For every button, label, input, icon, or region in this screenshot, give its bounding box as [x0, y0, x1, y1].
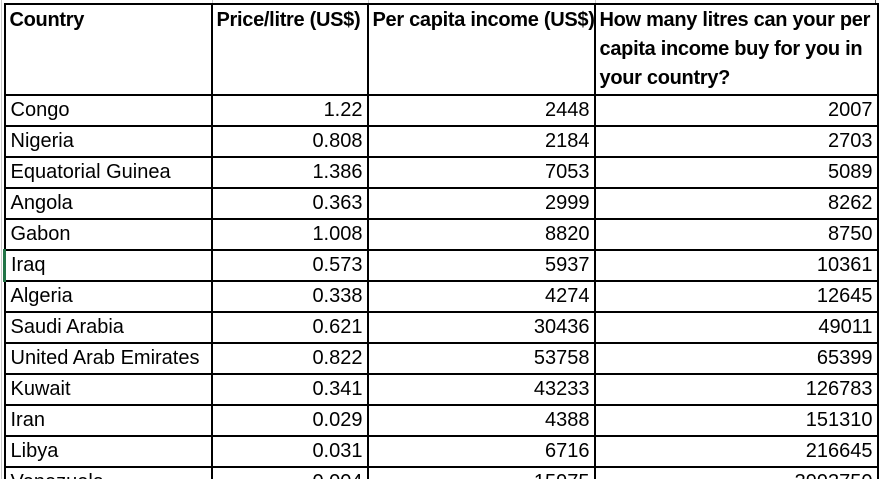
price-cell[interactable]: 0.573	[210, 249, 369, 282]
income-cell[interactable]: 53758	[366, 342, 596, 375]
table-row: Libya 0.031 6716 216645	[3, 435, 879, 468]
table-row: Iran 0.029 4388 151310	[3, 404, 879, 437]
country-cell[interactable]: Iran	[3, 404, 213, 437]
income-cell[interactable]: 5937	[366, 249, 596, 282]
price-cell[interactable]: 0.338	[210, 280, 369, 313]
income-cell[interactable]: 2999	[366, 187, 596, 220]
income-cell[interactable]: 6716	[366, 435, 596, 468]
price-cell[interactable]: 0.621	[210, 311, 369, 344]
country-cell[interactable]: United Arab Emirates	[3, 342, 213, 375]
table-row: Venezuela 0.004 15975 3993750	[3, 466, 879, 479]
price-cell[interactable]: 1.386	[210, 156, 369, 189]
price-cell[interactable]: 0.363	[210, 187, 369, 220]
litres-cell[interactable]: 3993750	[593, 466, 879, 479]
table-row: Algeria 0.338 4274 12645	[3, 280, 879, 313]
country-cell[interactable]: Libya	[3, 435, 213, 468]
country-cell[interactable]: Equatorial Guinea	[3, 156, 213, 189]
table-row: Gabon 1.008 8820 8750	[3, 218, 879, 251]
table-row: United Arab Emirates 0.822 53758 65399	[3, 342, 879, 375]
income-cell[interactable]: 30436	[366, 311, 596, 344]
header-per-capita-income[interactable]: Per capita income (US$)	[366, 3, 596, 96]
table-row: Congo 1.22 2448 2007	[3, 94, 879, 127]
gridline-top-col3	[595, 0, 596, 4]
price-cell[interactable]: 1.008	[210, 218, 369, 251]
table-row: Angola 0.363 2999 8262	[3, 187, 879, 220]
country-cell[interactable]: Venezuela	[3, 466, 213, 479]
litres-cell[interactable]: 216645	[593, 435, 879, 468]
income-cell[interactable]: 7053	[366, 156, 596, 189]
selected-country-cell[interactable]: Iraq	[3, 249, 213, 282]
litres-cell[interactable]: 2703	[593, 125, 879, 158]
litres-cell[interactable]: 12645	[593, 280, 879, 313]
table-row: Nigeria 0.808 2184 2703	[3, 125, 879, 158]
income-cell[interactable]: 15975	[366, 466, 596, 479]
gridline-left	[1, 0, 2, 479]
header-litres-affordable[interactable]: How many litres can your per capita inco…	[593, 3, 879, 96]
litres-cell[interactable]: 65399	[593, 342, 879, 375]
gridline-top-col2	[368, 0, 369, 4]
income-cell[interactable]: 2448	[366, 94, 596, 127]
country-cell[interactable]: Saudi Arabia	[3, 311, 213, 344]
litres-cell[interactable]: 10361	[593, 249, 879, 282]
litres-cell[interactable]: 126783	[593, 373, 879, 406]
price-cell[interactable]: 0.808	[210, 125, 369, 158]
income-cell[interactable]: 43233	[366, 373, 596, 406]
litres-cell[interactable]: 5089	[593, 156, 879, 189]
header-country[interactable]: Country	[3, 3, 213, 96]
country-cell[interactable]: Gabon	[3, 218, 213, 251]
country-cell[interactable]: Nigeria	[3, 125, 213, 158]
price-cell[interactable]: 1.22	[210, 94, 369, 127]
litres-cell[interactable]: 8262	[593, 187, 879, 220]
table-row: Kuwait 0.341 43233 126783	[3, 373, 879, 406]
income-cell[interactable]: 4388	[366, 404, 596, 437]
litres-cell[interactable]: 49011	[593, 311, 879, 344]
gridline-top-col4	[875, 0, 876, 4]
gridline-top-col1	[212, 0, 213, 4]
litres-cell[interactable]: 8750	[593, 218, 879, 251]
country-cell[interactable]: Kuwait	[3, 373, 213, 406]
header-price-per-litre[interactable]: Price/litre (US$)	[210, 3, 369, 96]
litres-cell[interactable]: 2007	[593, 94, 879, 127]
income-cell[interactable]: 2184	[366, 125, 596, 158]
price-cell[interactable]: 0.822	[210, 342, 369, 375]
fuel-price-table: Country Price/litre (US$) Per capita inc…	[3, 3, 879, 479]
header-row: Country Price/litre (US$) Per capita inc…	[3, 3, 879, 96]
litres-cell[interactable]: 151310	[593, 404, 879, 437]
country-cell[interactable]: Congo	[3, 94, 213, 127]
price-cell[interactable]: 0.029	[210, 404, 369, 437]
country-cell[interactable]: Angola	[3, 187, 213, 220]
table-row: Iraq 0.573 5937 10361	[3, 249, 879, 282]
income-cell[interactable]: 4274	[366, 280, 596, 313]
income-cell[interactable]: 8820	[366, 218, 596, 251]
country-cell[interactable]: Algeria	[3, 280, 213, 313]
price-cell[interactable]: 0.031	[210, 435, 369, 468]
price-cell[interactable]: 0.341	[210, 373, 369, 406]
table-row: Equatorial Guinea 1.386 7053 5089	[3, 156, 879, 189]
table-row: Saudi Arabia 0.621 30436 49011	[3, 311, 879, 344]
price-cell[interactable]: 0.004	[210, 466, 369, 479]
